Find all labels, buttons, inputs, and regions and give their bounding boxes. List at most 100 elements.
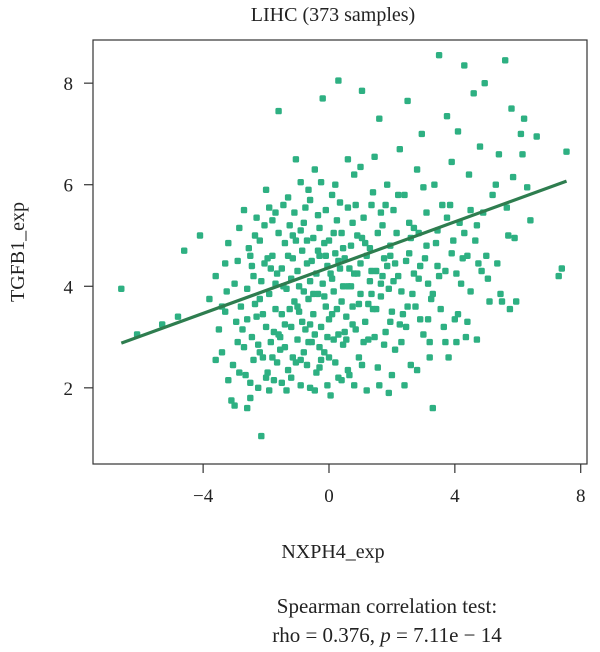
data-point	[465, 171, 473, 178]
data-point	[442, 338, 449, 346]
chart-title: LIHC (373 samples)	[251, 4, 415, 26]
data-point	[379, 272, 386, 280]
data-point	[390, 206, 397, 214]
data-point	[236, 369, 243, 376]
data-point	[240, 344, 248, 351]
data-point	[253, 214, 260, 221]
data-point	[266, 204, 273, 211]
correlation-test-result: rho = 0.376, p = 7.11e − 14	[272, 623, 502, 647]
data-point	[371, 153, 378, 160]
data-point	[454, 311, 462, 318]
data-point	[377, 293, 385, 300]
data-point	[390, 278, 397, 285]
correlation-test-title: Spearman correlation test:	[277, 594, 497, 618]
data-point	[395, 272, 402, 280]
data-point	[443, 214, 451, 221]
data-point	[387, 252, 394, 259]
data-point	[415, 275, 422, 282]
data-point	[470, 90, 477, 97]
data-point	[310, 311, 317, 318]
data-point	[498, 298, 506, 305]
data-point	[366, 278, 374, 285]
data-point	[494, 260, 501, 267]
data-point	[288, 323, 295, 331]
data-point	[453, 270, 460, 277]
data-point	[286, 222, 293, 229]
data-point	[269, 252, 276, 259]
data-point	[278, 311, 285, 318]
data-point	[346, 265, 353, 272]
data-point	[492, 181, 499, 188]
data-point	[388, 371, 396, 379]
data-point	[343, 336, 350, 343]
data-point	[253, 313, 260, 320]
data-point	[325, 316, 333, 323]
data-point	[324, 382, 331, 389]
data-point	[418, 130, 425, 138]
data-point	[244, 316, 251, 323]
data-point	[316, 364, 323, 371]
data-point	[513, 298, 520, 305]
y-tick-label: 6	[64, 176, 74, 197]
data-point	[351, 382, 358, 389]
data-point	[435, 272, 443, 280]
data-point	[401, 191, 408, 199]
data-point	[376, 382, 383, 389]
data-point	[384, 262, 391, 270]
data-point	[368, 290, 375, 298]
data-point	[511, 234, 518, 242]
data-point	[225, 377, 232, 384]
x-tick-label: 4	[450, 486, 460, 507]
data-point	[299, 247, 306, 254]
data-point	[426, 354, 433, 361]
data-point	[333, 305, 341, 313]
data-point	[333, 217, 341, 224]
data-point	[387, 318, 394, 325]
data-point	[306, 321, 314, 328]
data-point	[352, 326, 359, 333]
data-point	[473, 336, 481, 343]
data-point	[264, 255, 271, 262]
data-point	[371, 333, 378, 341]
rho-text: rho = 0.376,	[272, 623, 380, 647]
data-point	[281, 321, 289, 328]
data-point	[319, 95, 326, 102]
data-points	[118, 52, 570, 440]
data-point	[303, 237, 311, 244]
data-point	[417, 316, 424, 323]
data-point	[181, 247, 188, 254]
data-point	[486, 298, 493, 305]
data-point	[533, 133, 540, 140]
data-point	[234, 338, 241, 346]
data-point	[426, 338, 433, 346]
data-point	[517, 130, 525, 138]
data-point	[497, 290, 504, 298]
regression-line	[120, 179, 568, 345]
data-point	[445, 354, 452, 361]
data-point	[262, 186, 270, 193]
data-point	[374, 364, 381, 371]
data-point	[332, 181, 339, 188]
data-point	[327, 392, 334, 399]
data-point	[555, 272, 562, 280]
data-point	[291, 298, 298, 305]
data-point	[236, 224, 243, 232]
data-point	[439, 201, 446, 209]
data-point	[380, 255, 388, 262]
data-point	[421, 255, 429, 262]
data-point	[266, 290, 273, 298]
y-tick-label: 2	[64, 379, 74, 400]
data-point	[495, 151, 503, 158]
data-point	[321, 349, 328, 356]
data-point	[255, 384, 262, 391]
data-point	[489, 191, 496, 199]
data-point	[294, 336, 301, 343]
data-point	[258, 432, 265, 440]
data-point	[335, 331, 342, 338]
data-point	[242, 371, 249, 379]
data-point	[289, 255, 296, 262]
data-point	[349, 219, 356, 226]
data-point	[451, 316, 458, 323]
data-point	[338, 298, 345, 305]
data-point	[344, 366, 352, 374]
